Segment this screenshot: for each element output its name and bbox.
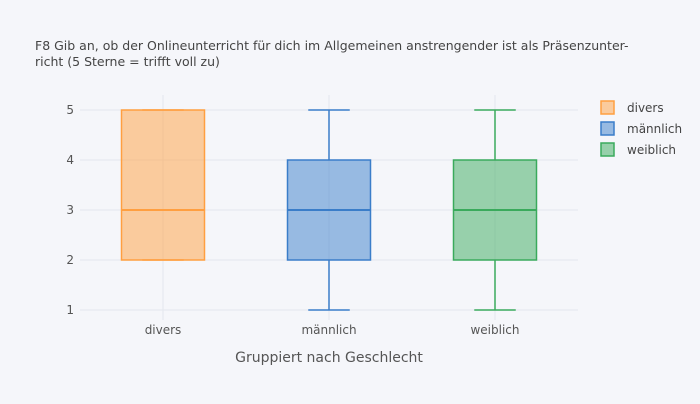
chart-title-line-1: F8 Gib an, ob der Onlineunterricht für d… (35, 38, 629, 53)
box-layer (120, 109, 538, 311)
legend-label-divers: divers (627, 101, 664, 115)
legend-swatch-divers (600, 100, 615, 115)
x-tick-label: männlich (301, 323, 356, 337)
y-tick-label: 2 (66, 253, 74, 267)
legend-swatch-männlich (600, 121, 615, 136)
y-tick-label: 4 (66, 153, 74, 167)
legend-label-weiblich: weiblich (627, 143, 676, 157)
legend: divers männlich weiblich (600, 100, 682, 157)
x-tick-label: divers (145, 323, 182, 337)
x-axis-title: Gruppiert nach Geschlecht (235, 350, 423, 366)
box-weiblich (452, 109, 538, 311)
legend-swatch-weiblich (600, 142, 615, 157)
box-männlich (286, 109, 372, 311)
chart-title-line-2: richt (5 Sterne = trifft voll zu) (35, 54, 220, 69)
y-tick-label: 5 (66, 103, 74, 117)
legend-label-männlich: männlich (627, 122, 682, 136)
x-tick-label: weiblich (470, 323, 519, 337)
box-divers (120, 109, 206, 261)
y-tick-label: 3 (66, 203, 74, 217)
y-tick-label: 1 (66, 303, 74, 317)
axis-layer: 1 2 3 4 5 divers männlich weiblich (66, 103, 519, 337)
box-iqr (120, 109, 206, 261)
